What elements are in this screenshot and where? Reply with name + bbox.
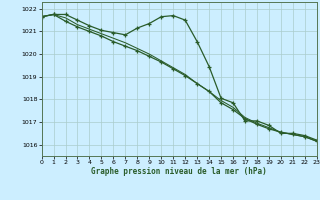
X-axis label: Graphe pression niveau de la mer (hPa): Graphe pression niveau de la mer (hPa) <box>91 167 267 176</box>
